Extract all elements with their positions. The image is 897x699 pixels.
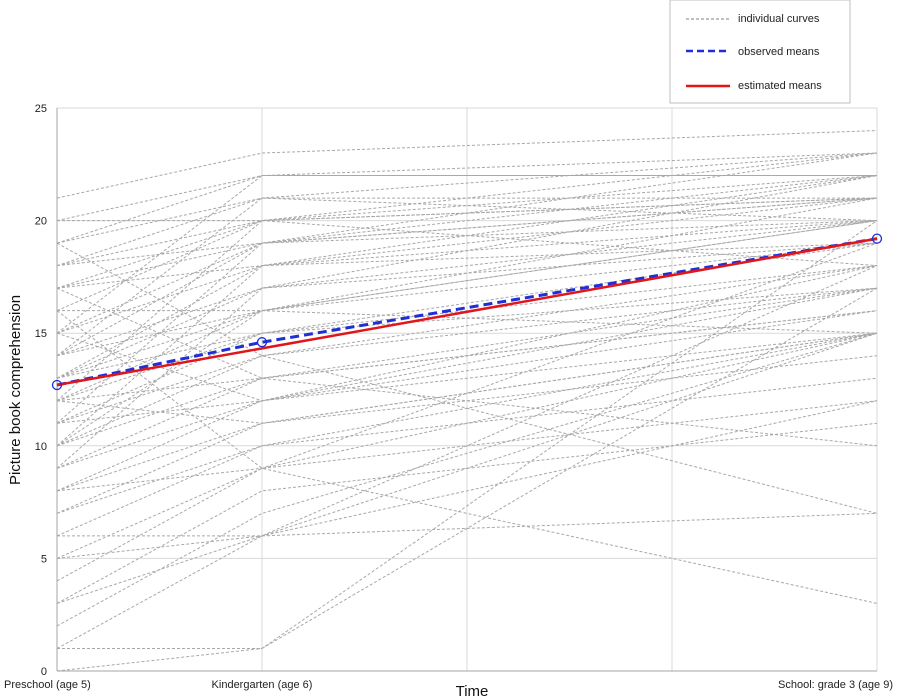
estimated-means-line bbox=[56, 237, 878, 387]
individual-curve bbox=[56, 220, 878, 267]
y-tick-label: 0 bbox=[41, 666, 47, 678]
individual-curve bbox=[56, 152, 878, 267]
individual-curve bbox=[56, 332, 878, 424]
individual-curve bbox=[56, 287, 878, 447]
individual-curves bbox=[56, 130, 878, 672]
individual-curve bbox=[56, 265, 878, 402]
x-axis-label: Time bbox=[456, 683, 489, 699]
individual-curve bbox=[56, 242, 878, 289]
individual-curve bbox=[56, 287, 878, 379]
legend-label-observed: observed means bbox=[738, 46, 820, 58]
y-tick-label: 10 bbox=[35, 441, 47, 453]
x-tick-label: School: grade 3 (age 9) bbox=[778, 679, 893, 691]
x-tick-labels: Preschool (age 5) Kindergarten (age 6) Sch… bbox=[4, 679, 893, 691]
individual-curve bbox=[56, 355, 878, 514]
individual-curve bbox=[56, 310, 878, 402]
individual-curve bbox=[56, 242, 878, 492]
observed-mean-point bbox=[871, 233, 883, 244]
individual-curve bbox=[56, 377, 878, 514]
individual-curve bbox=[56, 175, 878, 379]
individual-curve bbox=[56, 175, 878, 312]
individual-curve bbox=[56, 220, 878, 447]
individual-curve bbox=[56, 287, 878, 402]
y-tick-labels: 0 5 10 15 20 25 bbox=[35, 103, 47, 678]
x-tick-label: Preschool (age 5) bbox=[4, 679, 91, 691]
individual-curve bbox=[56, 197, 878, 357]
individual-curve bbox=[57, 287, 878, 649]
individual-curve bbox=[56, 332, 878, 627]
individual-curve bbox=[56, 332, 878, 537]
grid bbox=[56, 107, 878, 672]
mean-lines bbox=[51, 233, 883, 391]
legend: individual curves observed means estimat… bbox=[669, 0, 851, 104]
x-tick-label: Kindergarten (age 6) bbox=[212, 679, 313, 691]
y-tick-label: 25 bbox=[35, 103, 47, 115]
y-tick-label: 5 bbox=[41, 553, 47, 565]
observed-mean-point bbox=[256, 337, 268, 348]
individual-curve bbox=[56, 175, 877, 334]
individual-curve bbox=[56, 242, 878, 469]
individual-curve bbox=[56, 130, 878, 199]
individual-curve bbox=[56, 332, 878, 604]
individual-curve bbox=[56, 175, 878, 357]
individual-curve bbox=[56, 265, 878, 649]
observed-mean-point bbox=[51, 379, 63, 391]
legend-label-estimated: estimated means bbox=[738, 80, 822, 92]
y-tick-label: 20 bbox=[35, 216, 47, 228]
y-tick-label: 15 bbox=[35, 328, 47, 340]
individual-curve bbox=[56, 197, 878, 357]
individual-curve bbox=[56, 152, 878, 222]
legend-label-individual: individual curves bbox=[738, 13, 820, 25]
y-axis-label: Picture book comprehension bbox=[7, 295, 24, 485]
